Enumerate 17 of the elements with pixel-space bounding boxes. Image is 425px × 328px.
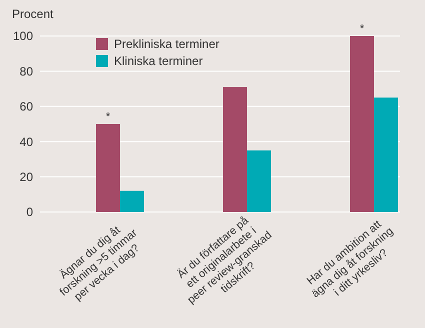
y-tick-label: 20	[20, 170, 34, 184]
legend-label: Kliniska terminer	[114, 54, 203, 68]
y-axis-title: Procent	[12, 7, 54, 21]
bar	[374, 98, 398, 212]
y-tick-label: 80	[20, 64, 34, 78]
y-tick-label: 40	[20, 134, 34, 149]
y-tick-label: 60	[20, 100, 34, 114]
legend-label: Prekliniska terminer	[114, 37, 220, 51]
annotation: *	[106, 111, 111, 123]
bar	[120, 190, 144, 212]
y-tick-label: 100	[12, 29, 34, 44]
bar	[350, 36, 374, 212]
annotation: *	[360, 23, 365, 35]
bar	[223, 87, 247, 212]
y-tick-label: 0	[26, 205, 34, 220]
bar	[247, 150, 271, 212]
bar	[96, 124, 120, 212]
